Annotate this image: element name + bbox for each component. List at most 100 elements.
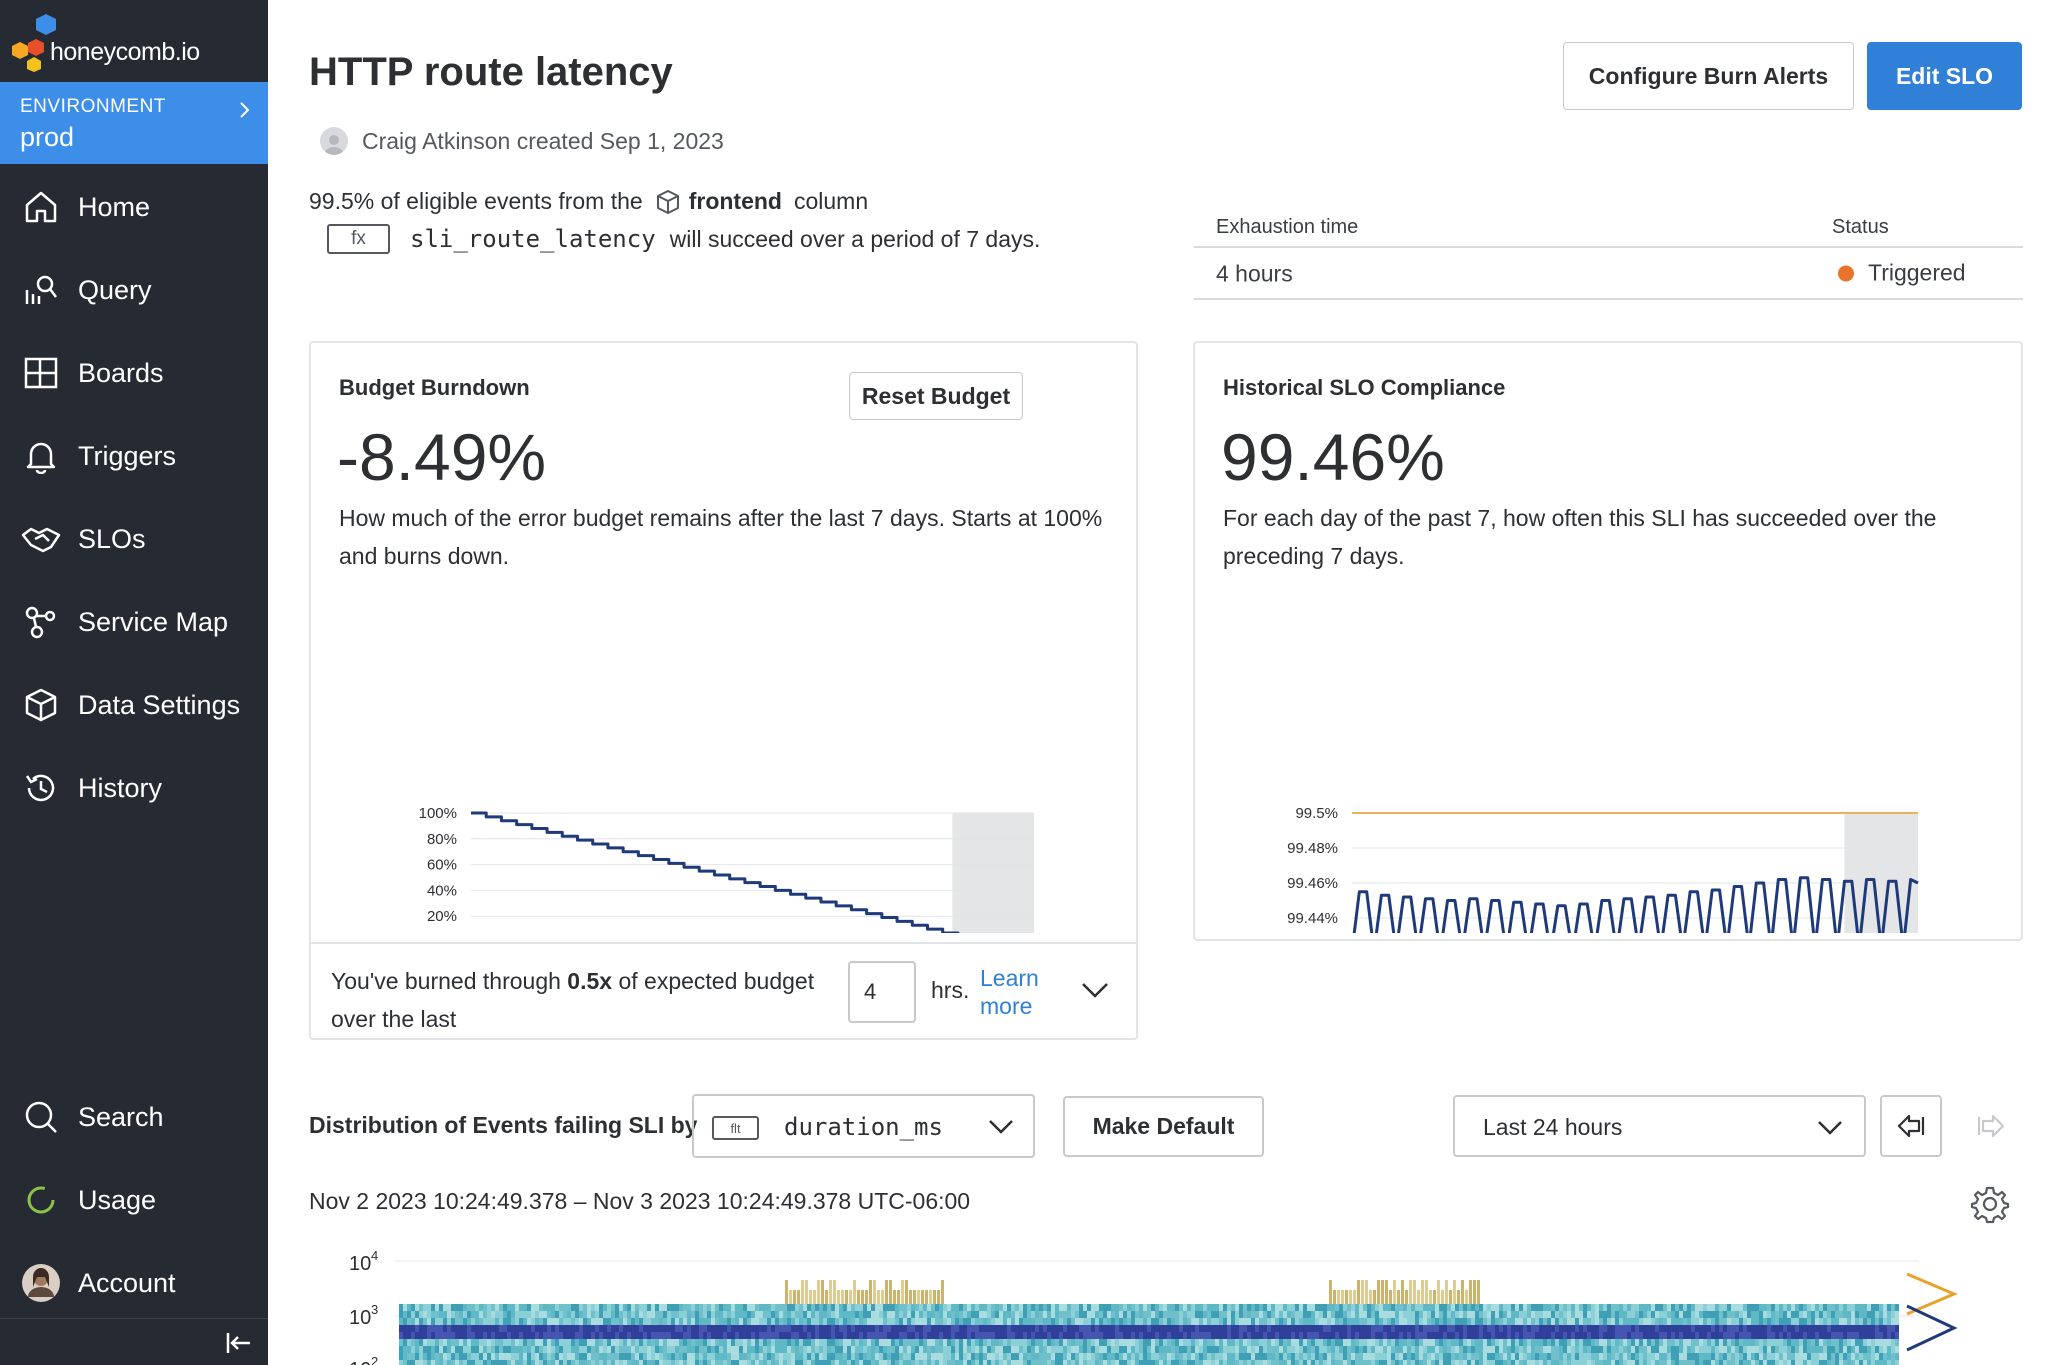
configure-burn-alerts-button[interactable]: Configure Burn Alerts	[1563, 42, 1854, 110]
heatmap-cell	[615, 1360, 619, 1365]
time-forward-button[interactable]	[1960, 1095, 2022, 1157]
heatmap-cell	[1159, 1311, 1163, 1318]
heatmap-cell	[1799, 1339, 1803, 1346]
heatmap-cell	[843, 1353, 847, 1360]
time-back-button[interactable]	[1880, 1095, 1942, 1157]
heatmap-cell	[1371, 1318, 1375, 1325]
nav-item-home[interactable]: Home	[0, 176, 268, 238]
heatmap-cell	[1211, 1304, 1215, 1311]
heatmap-cell	[1719, 1346, 1723, 1353]
heatmap-cell	[1319, 1360, 1323, 1365]
heatmap-cell	[1327, 1353, 1331, 1360]
heatmap-cell	[1647, 1325, 1651, 1332]
heatmap-cell	[791, 1346, 795, 1353]
heatmap-cell	[1699, 1346, 1703, 1353]
environment-selector[interactable]: ENVIRONMENT prod	[0, 82, 268, 164]
gear-icon[interactable]	[1970, 1184, 2010, 1224]
heatmap-cell	[1371, 1360, 1375, 1365]
heatmap-cell	[1359, 1339, 1363, 1346]
heatmap-cell	[823, 1360, 827, 1365]
nav-item-search[interactable]: Search	[0, 1086, 268, 1148]
heatmap-cell	[899, 1339, 903, 1346]
heatmap-cell	[603, 1360, 607, 1365]
heatmap-cell	[807, 1304, 811, 1311]
heatmap-cell	[911, 1353, 915, 1360]
nav-item-usage[interactable]: Usage	[0, 1169, 268, 1231]
sli-column-name[interactable]: sli_route_latency	[410, 225, 656, 253]
nav-item-history[interactable]: History	[0, 757, 268, 819]
heatmap-cell	[1227, 1339, 1231, 1346]
heatmap-cell	[1167, 1332, 1171, 1339]
heatmap-cell	[595, 1339, 599, 1346]
heatmap-cell	[1523, 1304, 1527, 1311]
honeycomb-logo[interactable]: honeycomb.io	[12, 12, 252, 72]
heatmap-cell	[1107, 1304, 1111, 1311]
heatmap-cell	[487, 1318, 491, 1325]
heatmap-cell	[1131, 1318, 1135, 1325]
time-range-select[interactable]: Last 24 hours	[1453, 1095, 1866, 1157]
heatmap-cell	[1235, 1346, 1239, 1353]
heatmap-cell	[1427, 1304, 1431, 1311]
heatmap-cell	[1875, 1325, 1879, 1332]
heatmap-cell	[727, 1311, 731, 1318]
status-badge: Triggered	[1838, 260, 1966, 287]
heatmap-cell	[1571, 1318, 1575, 1325]
nav-item-label: Triggers	[78, 440, 177, 471]
heatmap-cell	[991, 1353, 995, 1360]
heatmap-cell	[1531, 1311, 1535, 1318]
heatmap-cell	[551, 1346, 555, 1353]
heatmap-cell	[799, 1339, 803, 1346]
heatmap-cell	[1751, 1353, 1755, 1360]
heatmap-cell	[1351, 1311, 1355, 1318]
heatmap-cell	[495, 1353, 499, 1360]
dataset-name[interactable]: frontend	[688, 188, 782, 214]
collapse-sidebar-button[interactable]	[0, 1318, 268, 1365]
heatmap-cell	[1699, 1360, 1703, 1365]
heatmap-cell	[1287, 1304, 1291, 1311]
heatmap-cell	[1107, 1360, 1111, 1365]
chevron-down-icon[interactable]	[1080, 978, 1110, 1002]
hours-input[interactable]	[848, 961, 916, 1023]
heatmap-cell	[1367, 1346, 1371, 1353]
edit-slo-button[interactable]: Edit SLO	[1867, 42, 2022, 110]
heatmap-cell	[427, 1360, 431, 1365]
learn-more-link[interactable]: Learn more	[980, 965, 1039, 1019]
heatmap-cell	[523, 1318, 527, 1325]
heatmap-cell	[1563, 1318, 1567, 1325]
heatmap-cell	[1067, 1332, 1071, 1339]
nav-item-data-settings[interactable]: Data Settings	[0, 674, 268, 736]
nav-item-query[interactable]: Query	[0, 259, 268, 321]
heatmap-cell	[1887, 1360, 1891, 1365]
heatmap-cell	[875, 1311, 879, 1318]
heatmap-cell	[663, 1304, 667, 1311]
heatmap-cell	[419, 1325, 423, 1332]
heatmap-cell	[583, 1304, 587, 1311]
heatmap-cell	[1207, 1325, 1211, 1332]
nav-item-label: Query	[78, 274, 152, 305]
field-select[interactable]: flt duration_ms	[692, 1094, 1035, 1158]
heatmap-cell	[723, 1325, 727, 1332]
heatmap-cell	[815, 1318, 819, 1325]
heatmap-cell	[1219, 1325, 1223, 1332]
nav-item-triggers[interactable]: Triggers	[0, 425, 268, 487]
reset-budget-button[interactable]: Reset Budget	[849, 372, 1023, 420]
heatmap-cell	[845, 1290, 848, 1304]
nav-item-service-map[interactable]: Service Map	[0, 591, 268, 653]
nav-item-slos[interactable]: SLOs	[0, 508, 268, 570]
heatmap-cell	[643, 1360, 647, 1365]
heatmap-cell	[1651, 1353, 1655, 1360]
heatmap-cell	[1199, 1353, 1203, 1360]
heatmap-cell	[1437, 1280, 1440, 1304]
make-default-button[interactable]: Make Default	[1063, 1096, 1264, 1157]
heatmap-cell	[1863, 1353, 1867, 1360]
heatmap-cell	[419, 1346, 423, 1353]
heatmap-cell	[1527, 1304, 1531, 1311]
nav-item-boards[interactable]: Boards	[0, 342, 268, 404]
heatmap-cell	[1547, 1360, 1551, 1365]
heatmap-cell	[1547, 1304, 1551, 1311]
heatmap-cell	[1067, 1318, 1071, 1325]
heatmap-cell	[1283, 1304, 1287, 1311]
nav-item-account[interactable]: Account	[0, 1252, 268, 1314]
heatmap-cell	[1227, 1332, 1231, 1339]
heatmap-cell	[877, 1290, 880, 1304]
